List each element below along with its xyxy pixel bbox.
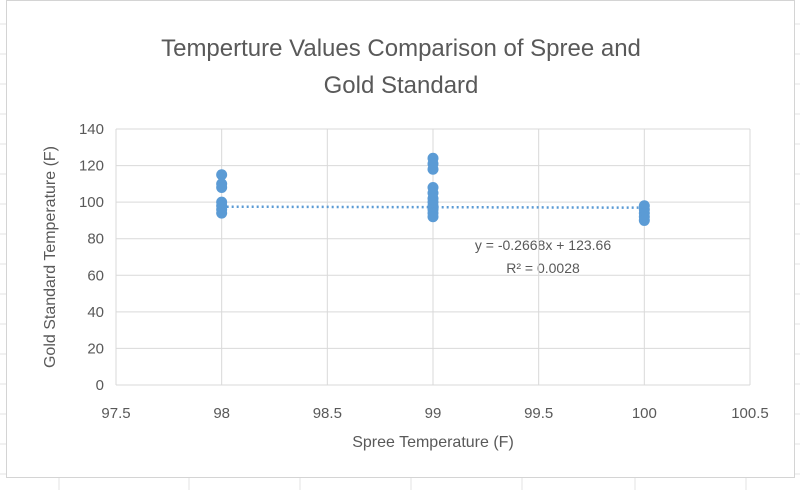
- chart-title-line-2: Gold Standard: [324, 72, 479, 99]
- y-tick-label: 40: [87, 304, 104, 321]
- x-tick-label: 97.5: [101, 405, 130, 422]
- data-point[interactable]: [638, 214, 650, 226]
- x-tick-label: 99.5: [524, 405, 553, 422]
- data-point[interactable]: [427, 211, 439, 223]
- x-tick-label: 100: [632, 405, 657, 422]
- trendline-r-squared: R² = 0.0028: [506, 260, 580, 276]
- y-axis-label: Gold Standard Temperature (F): [42, 146, 59, 368]
- y-tick-label: 100: [79, 194, 104, 211]
- trendline[interactable]: [221, 205, 645, 209]
- data-point[interactable]: [216, 169, 228, 181]
- chart-area[interactable]: Temperture Values Comparison of Spree an…: [6, 0, 795, 478]
- x-tick-label: 100.5: [731, 405, 769, 422]
- trendline-equation: y = -0.2668x + 123.66: [475, 237, 611, 253]
- x-axis-label: Spree Temperature (F): [352, 434, 514, 451]
- y-tick-label: 20: [87, 340, 104, 357]
- x-tick-label: 98: [213, 405, 230, 422]
- y-tick-label: 140: [79, 121, 104, 138]
- scatter-chart: Temperture Values Comparison of Spree an…: [42, 35, 769, 451]
- x-tick-label: 99: [425, 405, 442, 422]
- y-tick-label: 120: [79, 158, 104, 175]
- chart-title-line-1: Temperture Values Comparison of Spree an…: [161, 35, 641, 62]
- y-tick-label: 0: [96, 377, 104, 394]
- x-tick-label: 98.5: [313, 405, 342, 422]
- y-tick-label: 80: [87, 231, 104, 248]
- data-point[interactable]: [427, 163, 439, 175]
- y-tick-label: 60: [87, 267, 104, 284]
- data-point[interactable]: [216, 182, 228, 194]
- data-point[interactable]: [216, 207, 228, 219]
